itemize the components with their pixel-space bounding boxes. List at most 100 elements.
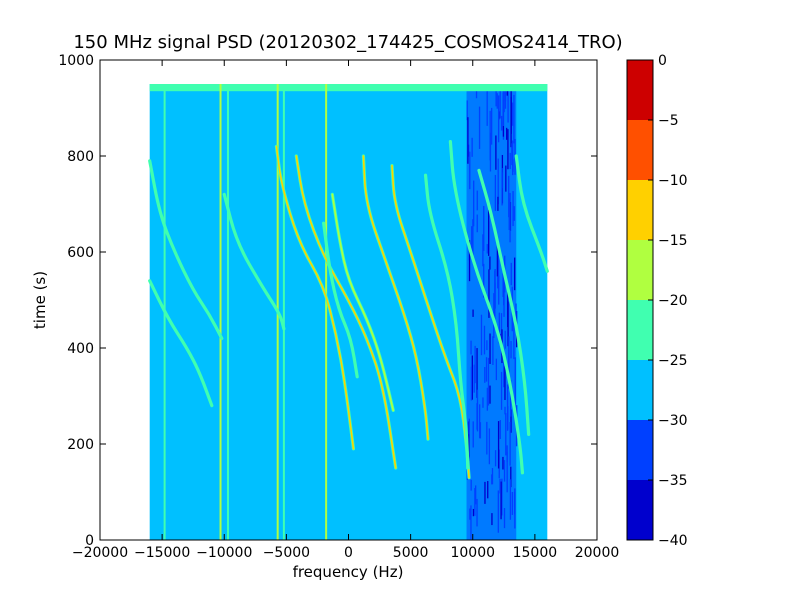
noise-streak: [471, 226, 473, 251]
noise-streak: [482, 234, 484, 267]
noise-streak: [498, 449, 500, 479]
noise-streak: [495, 85, 497, 107]
x-tick-label: −20000: [72, 545, 128, 561]
noise-streak: [507, 129, 509, 170]
doppler-track: [423, 173, 470, 470]
x-tick-label: 5000: [393, 545, 429, 561]
noise-streak: [509, 479, 512, 520]
noise-streak: [486, 84, 488, 126]
noise-streak: [506, 127, 508, 140]
noise-streak: [468, 421, 470, 462]
noise-streak: [474, 345, 476, 384]
noise-streak: [489, 333, 491, 364]
noise-streak: [510, 97, 512, 148]
noise-streak: [471, 355, 473, 400]
noise-streak: [513, 94, 515, 144]
noise-streak: [487, 389, 489, 397]
noise-streak: [503, 508, 506, 529]
noise-streak: [514, 257, 516, 291]
noise-streak: [506, 451, 508, 462]
noise-streak: [482, 397, 484, 408]
doppler-track-core: [424, 174, 469, 469]
x-axis-ticks: −20000 −15000 −10000 −5000 0 5000 10000 15000 20…: [72, 60, 619, 561]
noise-streak: [503, 271, 505, 306]
noise-streak: [483, 325, 486, 355]
noise-streak: [485, 357, 488, 382]
doppler-track-core: [322, 222, 358, 378]
noise-streak: [507, 84, 509, 123]
y-axis-ticks: 0 200 400 600 800 1000: [58, 53, 597, 549]
noise-streak: [501, 478, 503, 516]
noise-streak: [479, 404, 481, 439]
noise-streak: [511, 143, 513, 166]
colorbar-segment: [627, 420, 653, 480]
noise-streak: [480, 314, 483, 356]
y-tick-label: 400: [67, 341, 94, 357]
noise-streak: [486, 244, 488, 254]
spectrogram-plot: −20000 −15000 −10000 −5000 0 5000 10000 15000 20…: [58, 53, 619, 561]
noise-streak: [496, 93, 498, 109]
noise-streak: [468, 418, 470, 435]
doppler-track: [148, 159, 224, 340]
y-tick-label: 800: [67, 149, 94, 165]
noise-streak: [498, 275, 500, 305]
doppler-track-core: [295, 155, 397, 469]
noise-streak: [491, 513, 493, 526]
doppler-track-core: [515, 155, 549, 272]
doppler-track-core: [275, 145, 355, 450]
noise-streak: [467, 117, 469, 164]
doppler-track-core: [148, 160, 223, 340]
x-tick-label: −10000: [196, 545, 252, 561]
y-tick-label: 600: [67, 245, 94, 261]
colorbar-segment: [627, 480, 653, 540]
x-tick-label: 10000: [450, 545, 495, 561]
noise-streak: [470, 366, 473, 401]
noise-streak: [503, 348, 505, 388]
noise-streak: [513, 206, 515, 221]
x-tick-label: −5000: [263, 545, 310, 561]
x-axis-label: frequency (Hz): [293, 563, 404, 581]
noise-streak: [479, 422, 482, 439]
y-axis-label: time (s): [31, 271, 49, 329]
noise-streak: [475, 485, 477, 505]
noise-streak: [508, 175, 510, 218]
colorbar-tick-label: −25: [658, 353, 688, 369]
noise-streak: [499, 89, 501, 119]
doppler-track-core: [478, 169, 530, 436]
noise-streak: [491, 107, 493, 145]
noise-streak: [504, 406, 506, 415]
noise-streak: [498, 312, 500, 344]
noise-streak: [513, 491, 516, 507]
noise-streak: [488, 428, 491, 465]
colorbar-tick-label: −10: [658, 173, 688, 189]
noise-streak: [486, 387, 488, 411]
noise-streak: [489, 110, 491, 161]
noise-streak: [494, 450, 497, 467]
noise-streak: [487, 357, 490, 406]
noise-streak: [497, 158, 499, 205]
noise-streak: [472, 309, 474, 317]
noise-streak: [507, 285, 509, 328]
noise-streak: [473, 364, 475, 393]
noise-streak: [504, 365, 506, 400]
noise-streak: [502, 456, 504, 470]
noise-streak: [472, 508, 475, 517]
noise-streak: [491, 474, 493, 485]
noise-streak: [511, 102, 514, 126]
doppler-track-core: [148, 280, 213, 407]
colorbar-tick-label: −5: [658, 113, 679, 129]
noise-streak: [509, 192, 511, 243]
noise-streak: [513, 321, 515, 360]
noise-streak: [476, 190, 478, 211]
noise-streak: [467, 144, 470, 157]
noise-streak: [469, 151, 471, 190]
colorbar-tick-label: −30: [658, 413, 688, 429]
noise-streak: [497, 255, 500, 282]
noise-streak: [510, 409, 512, 433]
noise-streak: [510, 466, 512, 488]
doppler-track: [390, 164, 471, 480]
noise-streak: [497, 490, 499, 533]
doppler-track: [274, 144, 356, 451]
doppler-track: [222, 192, 286, 331]
